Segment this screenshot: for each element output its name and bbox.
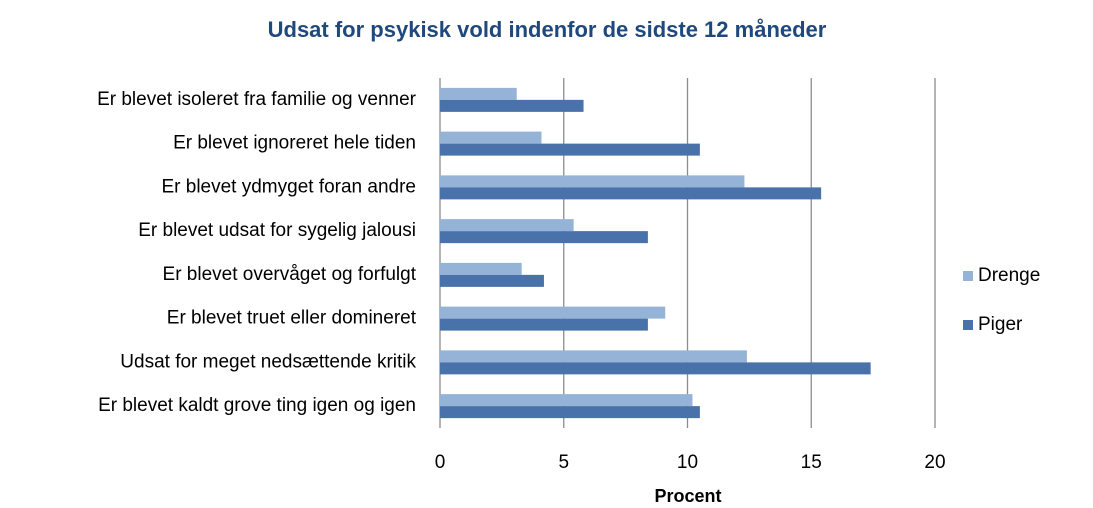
bar [440,231,648,244]
bar [440,131,542,144]
y-tick-label: Er blevet kaldt grove ting igen og igen [98,395,416,416]
legend-label: Drenge [978,265,1040,286]
legend-label: Piger [978,314,1023,335]
bar [440,219,574,232]
bar [440,175,745,188]
x-axis-label: Procent [654,486,721,506]
bar [440,406,700,419]
bar [440,87,517,100]
bar [440,394,693,407]
legend-swatch [963,320,973,330]
x-tick-label: 5 [558,452,569,473]
x-tick-label: 20 [924,452,945,473]
y-tick-label: Udsat for meget nedsættende kritik [120,351,416,372]
bar [440,262,522,275]
bar [440,318,648,331]
y-tick-label: Er blevet ignoreret hele tiden [173,133,416,154]
x-tick-label: 15 [801,452,822,473]
y-tick-label: Er blevet isoleret fra familie og venner [97,89,417,110]
bar [440,350,747,363]
bar [440,362,871,375]
y-tick-label: Er blevet truet eller domineret [167,308,417,329]
y-tick-label: Er blevet ydmyget foran andre [161,176,416,197]
bar [440,143,700,156]
x-tick-label: 10 [677,452,698,473]
y-tick-label: Er blevet overvåget og forfulgt [163,264,417,285]
bar [440,274,544,287]
chart-title: Udsat for psykisk vold indenfor de sidst… [268,17,827,42]
legend-swatch [963,271,973,281]
bar [440,187,822,200]
bar [440,306,666,319]
x-tick-label: 0 [435,452,446,473]
bar [440,99,584,112]
y-tick-label: Er blevet udsat for sygelig jalousi [138,220,416,241]
